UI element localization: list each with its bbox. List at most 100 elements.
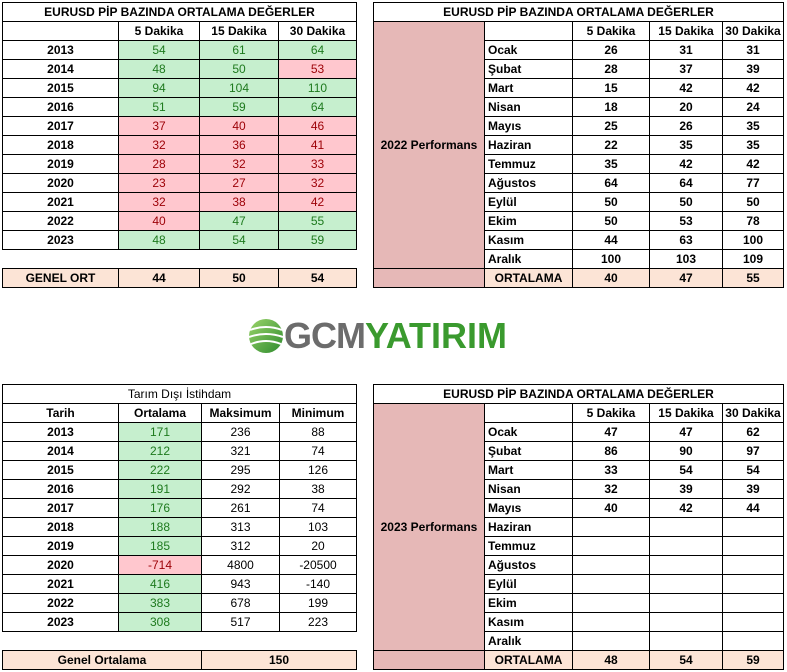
value-cell: 41 [278, 135, 357, 155]
column-header: 15 Dakika [649, 21, 723, 41]
logo-text-yatirim: YATIRIM [365, 315, 508, 356]
value-cell: 38 [199, 192, 279, 212]
column-header: 15 Dakika [649, 403, 723, 423]
value-cell: 90 [649, 441, 723, 461]
column-header: 30 Dakika [278, 21, 357, 41]
month-cell: Ocak [484, 422, 573, 442]
value-cell: 28 [118, 154, 200, 174]
summary-value: 54 [649, 650, 723, 670]
average-cell: 188 [118, 517, 202, 537]
month-cell: Eylül [484, 192, 573, 212]
summary-value: 44 [118, 268, 200, 288]
year-cell: 2017 [2, 498, 119, 518]
summary-row: ORTALAMA 40 47 55 [373, 268, 784, 288]
summary-value: 40 [572, 268, 650, 288]
value-cell [649, 536, 723, 556]
month-cell: Ekim [484, 211, 573, 231]
value-cell [722, 517, 784, 537]
blank-header-cell [484, 403, 573, 423]
value-cell: 53 [278, 59, 357, 79]
year-cell: 2023 [2, 230, 119, 250]
value-cell: 51 [118, 97, 200, 117]
month-cell: Mart [484, 460, 573, 480]
maximum-cell: 943 [201, 574, 280, 594]
value-cell: 64 [649, 173, 723, 193]
maximum-cell: 4800 [201, 555, 280, 575]
average-cell: 191 [118, 479, 202, 499]
month-cell: Aralık [484, 249, 573, 269]
logo-text-gcm: GCM [284, 315, 366, 356]
table-row: Aralık [374, 631, 784, 651]
summary-value: 47 [649, 268, 723, 288]
value-cell: 35 [722, 135, 784, 155]
monthly-2022-panel: EURUSD PİP BAZINDA ORTALAMA DEĞERLER 202… [373, 2, 784, 288]
year-cell: 2018 [2, 517, 119, 537]
table-row: 2016 51 59 64 [2, 97, 357, 117]
table-row: 2021 416 943 -140 [2, 574, 357, 594]
column-header: 15 Dakika [199, 21, 279, 41]
yearly-average-panel: EURUSD PİP BAZINDA ORTALAMA DEĞERLER 5 D… [2, 2, 357, 288]
column-header: Tarih [2, 403, 119, 423]
summary-value: 50 [199, 268, 279, 288]
column-header [2, 21, 119, 41]
value-cell: 39 [722, 479, 784, 499]
value-cell: 37 [649, 59, 723, 79]
value-cell: 15 [572, 78, 650, 98]
column-header: 30 Dakika [722, 403, 784, 423]
summary-label: ORTALAMA [484, 268, 573, 288]
summary-label: ORTALAMA [484, 650, 573, 670]
monthly-2023-panel: EURUSD PİP BAZINDA ORTALAMA DEĞERLER 202… [373, 384, 784, 670]
value-cell: 100 [572, 249, 650, 269]
minimum-cell: 38 [279, 479, 357, 499]
value-cell: 23 [118, 173, 200, 193]
value-cell [649, 574, 723, 594]
table-row: 2017 37 40 46 [2, 116, 357, 136]
value-cell: 18 [572, 97, 650, 117]
month-cell: Haziran [484, 135, 573, 155]
value-cell: 37 [118, 116, 200, 136]
minimum-cell: -20500 [279, 555, 357, 575]
value-cell: 104 [199, 78, 279, 98]
table-row: 2021 32 38 42 [2, 192, 357, 212]
value-cell [722, 631, 784, 651]
value-cell: 54 [118, 40, 200, 60]
average-cell: 185 [118, 536, 202, 556]
blank-header-cell [484, 21, 573, 41]
value-cell: 64 [572, 173, 650, 193]
year-cell: 2014 [2, 59, 119, 79]
average-cell: 171 [118, 422, 202, 442]
average-cell: 212 [118, 441, 202, 461]
month-cell: Eylül [484, 574, 573, 594]
table-row: Eylül 50 50 50 [374, 192, 784, 212]
maximum-cell: 517 [201, 612, 280, 632]
nonfarm-payrolls-table: Tarım Dışı İstihdam Tarih Ortalama Maksi… [2, 384, 357, 670]
year-cell: 2018 [2, 135, 119, 155]
minimum-cell: 199 [279, 593, 357, 613]
value-cell [572, 536, 650, 556]
average-cell: 308 [118, 612, 202, 632]
table-row: Mayıs 25 26 35 [374, 116, 784, 136]
minimum-cell: 74 [279, 498, 357, 518]
value-cell: 61 [199, 40, 279, 60]
average-cell: 222 [118, 460, 202, 480]
table-header-row: 2023 Performans 5 Dakika 15 Dakika 30 Dakik… [373, 403, 784, 651]
year-cell: 2020 [2, 173, 119, 193]
maximum-cell: 236 [201, 422, 280, 442]
year-cell: 2016 [2, 97, 119, 117]
value-cell: 78 [722, 211, 784, 231]
value-cell: 35 [572, 154, 650, 174]
value-cell: 64 [278, 97, 357, 117]
year-cell: 2017 [2, 116, 119, 136]
table-title: EURUSD PİP BAZINDA ORTALAMA DEĞERLER [2, 2, 357, 22]
maximum-cell: 321 [201, 441, 280, 461]
month-cell: Haziran [484, 517, 573, 537]
table-title-row: EURUSD PİP BAZINDA ORTALAMA DEĞERLER [373, 384, 784, 404]
value-cell: 53 [649, 211, 723, 231]
table-title: Tarım Dışı İstihdam [2, 384, 357, 404]
table-row: 2013 54 61 64 [2, 40, 357, 60]
value-cell: 40 [572, 498, 650, 518]
value-cell: 27 [199, 173, 279, 193]
value-cell [649, 555, 723, 575]
value-cell: 31 [649, 40, 723, 60]
table-row: 2016 191 292 38 [2, 479, 357, 499]
